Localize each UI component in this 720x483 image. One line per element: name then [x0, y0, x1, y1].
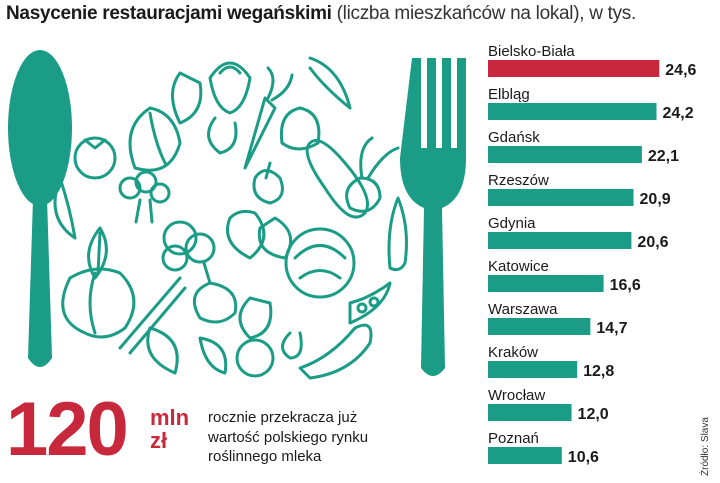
category-label: Poznań: [488, 430, 539, 447]
callout-number: 120: [6, 387, 129, 472]
category-label: Katowice: [488, 258, 549, 275]
category-label: Bielsko-Biała: [488, 43, 575, 60]
category-label: Rzeszów: [488, 172, 549, 189]
callout-caption: rocznie przekracza już wartość polskiego…: [208, 408, 458, 467]
chart-title: Nasycenie restauracjami wegańskimi (licz…: [6, 3, 720, 25]
value-label: 12,8: [583, 363, 614, 380]
value-label: 22,1: [648, 148, 679, 165]
chart-title-bold: Nasycenie restauracjami wegańskimi: [6, 3, 332, 24]
bar: [488, 447, 562, 464]
vegetables-plate-icon: [53, 56, 408, 380]
category-label: Elbląg: [488, 86, 530, 103]
callout-caption-line1: rocznie przekracza już: [208, 409, 358, 426]
callout-caption-line2: wartość polskiego rynku: [208, 428, 369, 446]
bar: [488, 318, 591, 335]
bar: [488, 232, 632, 249]
bar: [488, 404, 572, 421]
value-label: 10,6: [568, 449, 599, 466]
value-label: 14,7: [596, 320, 627, 337]
bar: [488, 189, 634, 206]
value-label: 24,2: [663, 105, 694, 122]
source-note: Źródło: Slava: [700, 417, 711, 476]
chart-title-subtitle: (liczba mieszkańców na lokal), w tys.: [331, 3, 637, 24]
bar: [488, 361, 578, 378]
bar-chart: Bielsko-Biała 24,6 Elbląg 24,2 Gdańsk 22,1 Rze…: [488, 43, 697, 466]
bar: [488, 146, 642, 163]
value-label: 24,6: [665, 62, 696, 79]
category-label: Gdańsk: [488, 129, 540, 146]
callout-unit: mln zł: [150, 406, 189, 452]
callout-caption-line3: roślinnego mleka: [208, 448, 322, 465]
vegetables-illustration: [8, 50, 466, 380]
category-label: Gdynia: [488, 215, 536, 232]
bar: [488, 103, 657, 120]
value-label: 20,9: [640, 191, 671, 208]
value-label: 12,0: [578, 406, 609, 423]
callout-unit-line1: mln: [150, 405, 190, 430]
bar: [488, 275, 604, 292]
category-label: Wrocław: [488, 387, 545, 404]
bar: [488, 60, 660, 77]
fork-icon: [400, 58, 466, 376]
value-label: 16,6: [610, 277, 641, 294]
category-label: Warszawa: [488, 301, 558, 318]
spoon-icon: [8, 50, 72, 367]
value-label: 20,6: [637, 234, 668, 251]
category-label: Kraków: [488, 344, 538, 361]
callout-unit-line2: zł: [150, 428, 168, 454]
